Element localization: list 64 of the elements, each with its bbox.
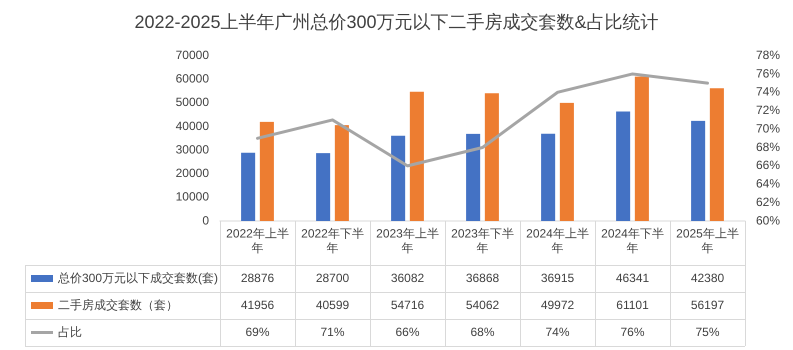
bar <box>316 153 330 221</box>
x-tick-label: 2023年下半年 <box>451 226 514 255</box>
bar <box>466 134 480 221</box>
y2-tick-label: 62% <box>756 194 780 209</box>
data-label: 69% <box>245 324 270 339</box>
y2-tick-label: 64% <box>756 176 780 191</box>
y-tick-label: 30000 <box>176 142 210 156</box>
data-label: 28700 <box>316 270 350 285</box>
x-tick-label: 2022年下半年 <box>301 226 364 255</box>
y-tick-label: 0 <box>202 213 210 228</box>
data-label: 74% <box>545 324 570 339</box>
bar <box>484 93 499 221</box>
data-label: 40599 <box>316 298 350 312</box>
bar <box>260 122 274 221</box>
y2-tick-label: 66% <box>756 158 780 172</box>
legend-label: 二手房成交套数（套） <box>58 298 178 312</box>
bar <box>634 76 649 221</box>
data-label: 56197 <box>690 298 725 312</box>
data-label: 42380 <box>690 270 725 285</box>
chart-title: 2022-2025上半年广州总价300万元以下二手房成交套数&占比统计 <box>134 12 659 32</box>
bar <box>541 134 556 221</box>
data-label: 49972 <box>540 298 575 312</box>
data-label: 54062 <box>466 298 500 312</box>
data-label: 36082 <box>390 270 425 285</box>
bar <box>241 152 256 221</box>
y2-tick-label: 76% <box>756 66 780 80</box>
bar <box>710 88 724 221</box>
y2-tick-label: 70% <box>756 121 780 136</box>
x-tick-label: 2024年下半年 <box>601 226 664 255</box>
x-tick-label: 2022年上半年 <box>226 226 289 255</box>
data-label: 61101 <box>616 298 650 312</box>
bar <box>691 120 706 221</box>
data-label: 36915 <box>540 270 575 285</box>
data-label: 75% <box>695 324 720 339</box>
data-label: 41956 <box>240 298 275 312</box>
y2-tick-label: 68% <box>756 140 780 154</box>
y-tick-label: 10000 <box>176 190 210 204</box>
y-tick-label: 50000 <box>176 95 210 110</box>
data-label: 46341 <box>616 270 650 285</box>
x-tick-label: 2024年上半年 <box>526 226 589 255</box>
bar <box>391 136 406 221</box>
data-label: 66% <box>395 324 420 339</box>
data-label: 68% <box>470 324 495 339</box>
y-tick-label: 60000 <box>176 72 210 86</box>
y-tick-label: 20000 <box>176 166 210 180</box>
bar <box>616 112 630 221</box>
y2-tick-label: 72% <box>756 103 780 118</box>
bar <box>334 125 349 221</box>
y-tick-label: 70000 <box>176 48 210 62</box>
data-label: 28876 <box>240 270 275 285</box>
data-label: 76% <box>620 324 645 339</box>
legend-label: 占比 <box>58 324 82 339</box>
bar <box>560 102 574 221</box>
data-label: 36868 <box>466 270 500 285</box>
y2-tick-label: 74% <box>756 84 780 99</box>
legend-label: 总价300万元以下成交套数(套) <box>57 270 218 285</box>
x-tick-label: 2025年上半年 <box>676 226 739 255</box>
x-tick-label: 2023年上半年 <box>376 226 439 255</box>
data-label: 71% <box>320 324 345 339</box>
y2-tick-label: 78% <box>756 48 780 62</box>
data-label: 54716 <box>390 298 425 312</box>
y2-tick-label: 60% <box>756 213 780 228</box>
y-tick-label: 40000 <box>176 118 210 133</box>
bar <box>410 92 424 221</box>
